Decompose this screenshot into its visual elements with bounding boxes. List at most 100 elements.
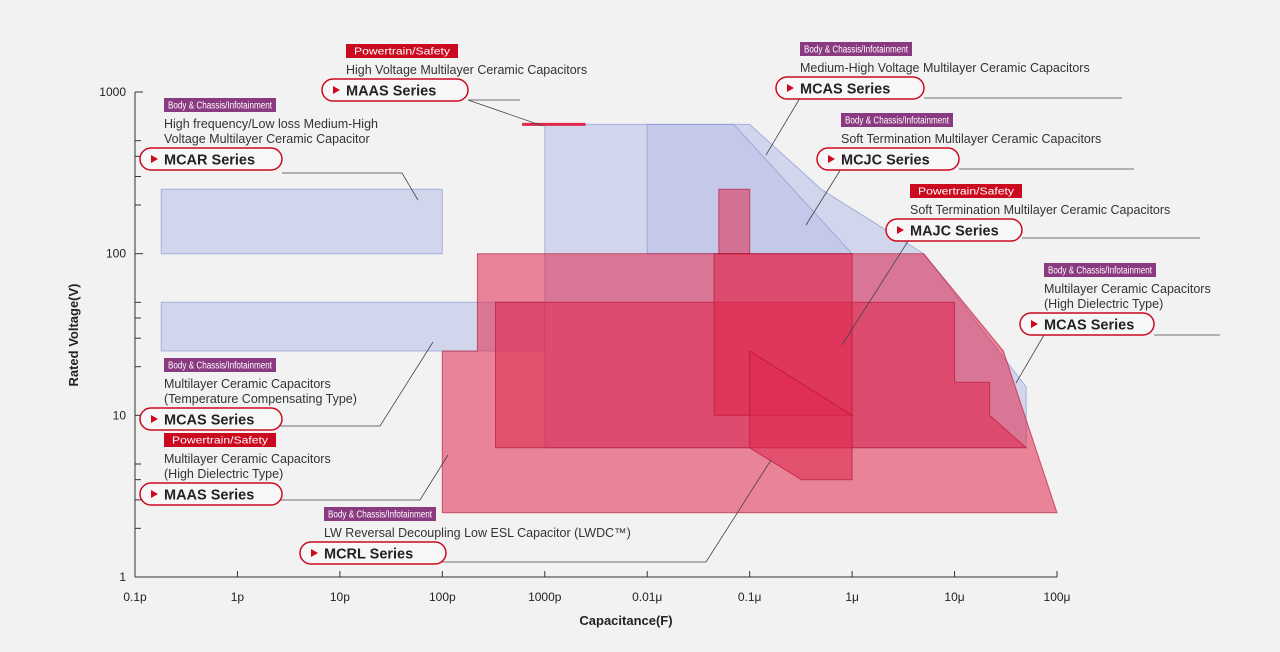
x-tick-label: 0.01μ — [632, 590, 662, 604]
badge-label: Powertrain/Safety — [172, 436, 268, 447]
badge-label: Body & Chassis/Infotainment — [168, 361, 272, 372]
series-name: MAAS Series — [164, 488, 254, 504]
badge-label: Powertrain/Safety — [918, 187, 1014, 198]
series-name: MCRL Series — [324, 547, 413, 563]
series-pill-outline — [139, 407, 283, 431]
series-description: Soft Termination Multilayer Ceramic Capa… — [841, 132, 1101, 146]
y-tick-label: 10 — [113, 408, 127, 422]
leader-line — [841, 237, 911, 346]
callout-mcrl-series: Body & Chassis/Infotainment LW Reversal D… — [299, 459, 772, 565]
powertrain-badge — [164, 433, 276, 447]
callout-mcar-series: Body & Chassis/Infotainment High frequenc… — [139, 98, 419, 201]
series-link-button[interactable]: MAAS Series — [139, 482, 283, 506]
body-chassis-badge — [164, 358, 276, 372]
body-chassis-badge — [324, 507, 436, 521]
region-mcrl-series-9 — [749, 350, 853, 481]
callouts: Powertrain/Safety High Voltage Multilayer… — [139, 42, 1220, 565]
y-tick-label: 100 — [106, 247, 126, 261]
series-link-button[interactable]: MCJC Series — [816, 147, 960, 171]
series-description: LW Reversal Decoupling Low ESL Capacitor… — [324, 526, 631, 540]
series-description: Multilayer Ceramic Capacitors — [1044, 282, 1211, 296]
leader-line — [765, 97, 801, 156]
series-description: High frequency/Low loss Medium-High — [164, 117, 378, 131]
x-tick-label: 0.1p — [123, 590, 147, 604]
badge-label: Body & Chassis/Infotainment — [168, 101, 272, 112]
play-arrow-icon — [311, 549, 318, 557]
leader-line — [467, 99, 544, 127]
series-name: MCAS Series — [164, 413, 254, 429]
play-arrow-icon — [787, 84, 794, 92]
badge-label: Body & Chassis/Infotainment — [804, 45, 908, 56]
body-chassis-badge — [1044, 263, 1156, 277]
x-tick-label: 1μ — [845, 590, 859, 604]
x-tick-label: 1p — [231, 590, 245, 604]
leader-line — [282, 172, 419, 201]
axes: 0.1p 1p 10p 100p 1000p 0.01μ 0.1μ 1μ 10μ 100μ 1 10 1… — [66, 85, 1071, 628]
x-axis-title: Capacitance(F) — [579, 613, 672, 628]
leader-line — [324, 459, 772, 563]
series-link-button[interactable]: MCAS Series — [139, 407, 283, 431]
play-arrow-icon — [333, 86, 340, 94]
x-tick-label: 100μ — [1044, 590, 1071, 604]
series-description: Multilayer Ceramic Capacitors — [164, 377, 331, 391]
y-axis-title: Rated Voltage(V) — [66, 283, 81, 386]
series-description: Soft Termination Multilayer Ceramic Capa… — [910, 203, 1170, 217]
x-tick-label: 100p — [429, 590, 456, 604]
badge-label: Body & Chassis/Infotainment — [328, 510, 432, 521]
play-arrow-icon — [828, 155, 835, 163]
play-arrow-icon — [897, 226, 904, 234]
body-chassis-badge — [800, 42, 912, 56]
badge-label: Body & Chassis/Infotainment — [1048, 266, 1152, 277]
series-pill-outline — [139, 482, 283, 506]
callout-maas-series: Powertrain/Safety High Voltage Multilayer… — [321, 44, 587, 127]
series-pill-outline — [816, 147, 960, 171]
leader-line — [805, 168, 842, 226]
callout-mcas-series: Body & Chassis/Infotainment Multilayer Ce… — [139, 341, 434, 431]
series-description: High Voltage Multilayer Ceramic Capacito… — [346, 63, 587, 77]
callout-maas-series: Powertrain/Safety Multilayer Ceramic Capa… — [139, 433, 449, 506]
badge-label: Powertrain/Safety — [354, 47, 450, 58]
region-majc-series-8 — [718, 188, 751, 255]
powertrain-badge — [346, 44, 458, 58]
y-tick-label: 1 — [119, 570, 126, 584]
series-link-button[interactable]: MCAS Series — [1019, 312, 1155, 336]
series-link-button[interactable]: MAJC Series — [885, 218, 1023, 242]
series-name: MAAS Series — [346, 84, 436, 100]
series-name: MCJC Series — [841, 153, 930, 169]
series-name: MCAR Series — [164, 153, 255, 169]
region-mcar-series-0 — [160, 188, 443, 255]
series-link-button[interactable]: MCRL Series — [299, 541, 447, 565]
callout-majc-series: Powertrain/Safety Soft Termination Multil… — [841, 184, 1200, 346]
series-link-button[interactable]: MCAR Series — [139, 147, 283, 171]
series-link-button[interactable]: MAAS Series — [321, 78, 469, 102]
play-arrow-icon — [151, 490, 158, 498]
series-pill-outline — [299, 541, 447, 565]
series-pill-outline — [321, 78, 469, 102]
series-description: Medium-High Voltage Multilayer Ceramic C… — [800, 61, 1090, 75]
x-tick-label: 10p — [330, 590, 350, 604]
series-description: Voltage Multilayer Ceramic Capacitor — [164, 132, 370, 146]
series-description: (High Dielectric Type) — [1044, 297, 1163, 311]
callout-mcas-series: Body & Chassis/Infotainment Medium-High V… — [765, 42, 1122, 156]
series-link-button[interactable]: MCAS Series — [775, 76, 925, 100]
series-pill-outline — [775, 76, 925, 100]
powertrain-badge — [910, 184, 1022, 198]
body-chassis-badge — [164, 98, 276, 112]
series-pill-outline — [139, 147, 283, 171]
series-name: MCAS Series — [800, 82, 890, 98]
x-tick-label: 10μ — [944, 590, 964, 604]
callout-mcjc-series: Body & Chassis/Infotainment Soft Terminat… — [805, 113, 1134, 226]
y-tick-label: 1000 — [99, 85, 126, 99]
series-description: Multilayer Ceramic Capacitors — [164, 452, 331, 466]
badge-label: Body & Chassis/Infotainment — [845, 116, 949, 127]
body-chassis-badge — [841, 113, 953, 127]
series-name: MAJC Series — [910, 224, 999, 240]
series-name: MCAS Series — [1044, 318, 1134, 334]
series-description: (Temperature Compensating Type) — [164, 392, 357, 406]
callout-mcas-series: Body & Chassis/Infotainment Multilayer Ce… — [1015, 263, 1220, 384]
series-pill-outline — [1019, 312, 1155, 336]
x-tick-label: 0.1μ — [738, 590, 762, 604]
leader-line — [1015, 334, 1045, 384]
series-pill-outline — [885, 218, 1023, 242]
